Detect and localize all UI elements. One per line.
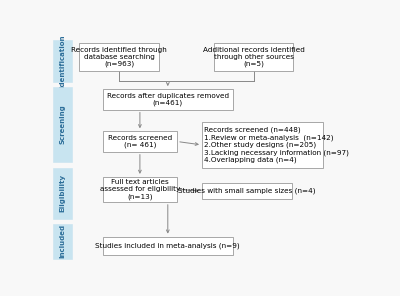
Text: Studies included in meta-analysis (n=9): Studies included in meta-analysis (n=9) (96, 242, 240, 249)
Text: Records after duplicates removed
(n=461): Records after duplicates removed (n=461) (107, 93, 229, 106)
FancyBboxPatch shape (103, 131, 177, 152)
FancyBboxPatch shape (103, 177, 177, 202)
FancyBboxPatch shape (103, 237, 233, 255)
FancyBboxPatch shape (80, 44, 158, 71)
Text: Records screened (n=448)
1.Review or meta-analysis  (n=142)
2.Other study design: Records screened (n=448) 1.Review or met… (204, 127, 349, 163)
FancyBboxPatch shape (202, 183, 292, 199)
Text: Records screened
(n= 461): Records screened (n= 461) (108, 135, 172, 148)
FancyBboxPatch shape (53, 223, 72, 259)
FancyBboxPatch shape (53, 168, 72, 219)
Text: Eligibility: Eligibility (60, 174, 66, 213)
FancyBboxPatch shape (202, 122, 323, 168)
Text: Studies with small sample sizes (n=4): Studies with small sample sizes (n=4) (178, 188, 316, 194)
FancyBboxPatch shape (103, 89, 233, 110)
Text: Records identified through
database searching
(n=963): Records identified through database sear… (71, 47, 167, 67)
FancyBboxPatch shape (53, 40, 72, 82)
Text: Identification: Identification (60, 34, 66, 88)
Text: Additional records identified
through other sources
(n=5): Additional records identified through ot… (203, 47, 305, 67)
Text: Screening: Screening (60, 104, 66, 144)
Text: Included: Included (60, 224, 66, 258)
FancyBboxPatch shape (214, 44, 293, 71)
Text: Full text articles
assessed for eligibility
(n=13): Full text articles assessed for eligibil… (100, 179, 180, 200)
FancyBboxPatch shape (53, 87, 72, 162)
